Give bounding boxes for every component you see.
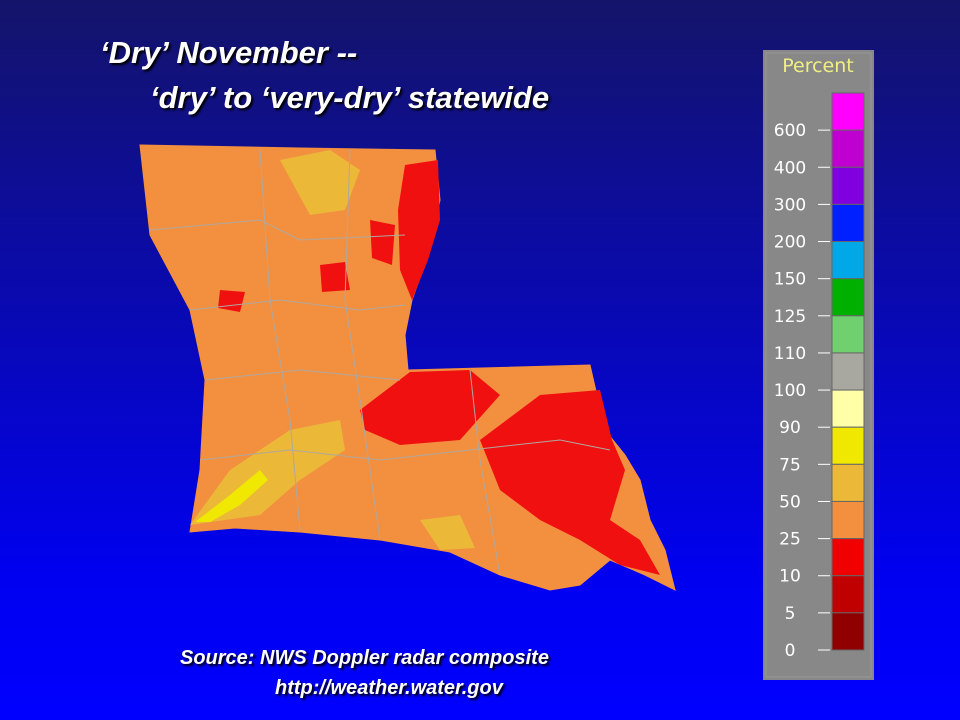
legend-label: 5 bbox=[785, 604, 796, 624]
louisiana-map bbox=[139, 144, 676, 591]
legend-swatch bbox=[831, 278, 865, 317]
legend-swatch bbox=[831, 575, 865, 614]
legend-swatch bbox=[831, 241, 865, 280]
legend-swatch bbox=[831, 315, 865, 354]
legend-label: 0 bbox=[785, 641, 796, 661]
gold-area bbox=[280, 150, 360, 215]
legend-swatch bbox=[831, 426, 865, 465]
legend-label: 10 bbox=[779, 567, 801, 587]
legend-swatch bbox=[831, 463, 865, 502]
red-area bbox=[320, 262, 350, 292]
legend-swatch bbox=[831, 612, 865, 651]
source-line: http://weather.water.gov bbox=[275, 677, 503, 699]
legend-swatch bbox=[831, 500, 865, 540]
legend-frame bbox=[765, 52, 872, 678]
parish-lines bbox=[149, 149, 611, 576]
legend-label: 400 bbox=[774, 158, 806, 178]
red-area bbox=[398, 160, 440, 300]
legend-label: 25 bbox=[779, 530, 801, 550]
legend-label: 100 bbox=[774, 381, 806, 401]
legend-swatch bbox=[831, 166, 865, 205]
legend-label: 110 bbox=[774, 344, 806, 364]
legend-label: 150 bbox=[774, 270, 806, 290]
legend-label: 90 bbox=[779, 418, 801, 438]
legend-label: 125 bbox=[774, 307, 806, 327]
legend-swatch bbox=[831, 389, 865, 428]
legend-swatch bbox=[831, 538, 865, 577]
title-line: ‘Dry’ November -- bbox=[100, 35, 358, 70]
legend-label: 600 bbox=[774, 121, 806, 141]
source-line: Source: NWS Doppler radar composite bbox=[180, 647, 549, 669]
red-area bbox=[360, 370, 500, 445]
red-area bbox=[370, 220, 395, 265]
legend-swatch bbox=[831, 203, 865, 243]
legend: Percent 60040030020015012511010090755025… bbox=[763, 50, 874, 680]
legend-swatch bbox=[831, 352, 865, 391]
title-line: ‘dry’ to ‘very-dry’ statewide bbox=[150, 80, 550, 115]
legend-title: Percent bbox=[782, 55, 854, 77]
red-area bbox=[480, 390, 660, 575]
legend-label: 50 bbox=[779, 492, 801, 512]
legend-swatch bbox=[831, 92, 865, 131]
legend-label: 300 bbox=[774, 195, 806, 215]
legend-label: 75 bbox=[779, 455, 801, 475]
legend-label: 200 bbox=[774, 233, 806, 253]
yellow-area bbox=[195, 470, 268, 522]
gold-area bbox=[420, 515, 475, 550]
legend-swatch bbox=[831, 129, 865, 168]
